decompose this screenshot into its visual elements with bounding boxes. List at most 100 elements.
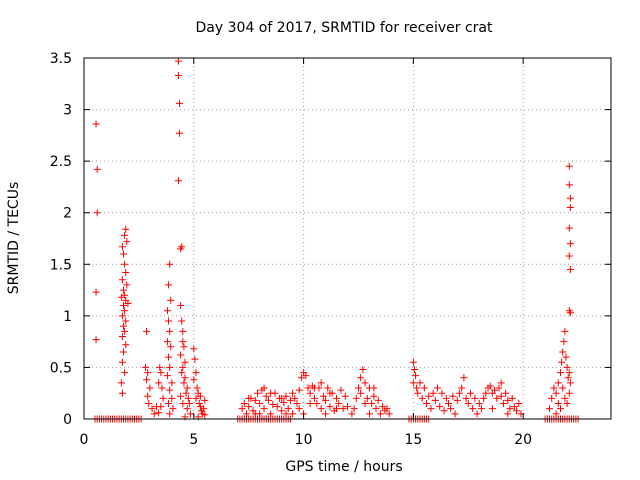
y-tick-label: 3 xyxy=(63,103,72,119)
data-point-marker xyxy=(120,250,128,258)
data-point-marker xyxy=(552,389,560,397)
data-point-marker xyxy=(183,405,191,413)
data-point-marker xyxy=(513,407,521,415)
data-point-marker xyxy=(322,410,330,418)
data-point-marker xyxy=(141,363,149,371)
data-point-marker xyxy=(370,392,378,400)
data-point-marker xyxy=(168,394,176,402)
data-point-marker xyxy=(286,396,294,404)
data-point-marker xyxy=(267,410,275,418)
data-point-marker xyxy=(311,384,319,392)
data-point-marker xyxy=(506,405,514,413)
data-point-marker xyxy=(121,231,129,239)
data-point-marker xyxy=(293,400,301,408)
data-point-marker xyxy=(195,400,203,408)
data-point-marker xyxy=(278,394,286,402)
data-point-marker xyxy=(260,384,268,392)
data-point-marker xyxy=(240,400,248,408)
data-point-marker xyxy=(245,394,253,402)
chart-title: Day 304 of 2017, SRMTID for receiver cra… xyxy=(196,20,493,36)
data-point-marker xyxy=(361,379,369,387)
data-point-marker xyxy=(156,363,164,371)
data-point-marker xyxy=(118,332,126,340)
data-point-marker xyxy=(166,386,174,394)
data-point-marker xyxy=(548,394,556,402)
data-point-marker xyxy=(144,392,152,400)
data-point-marker xyxy=(185,400,193,408)
data-point-marker xyxy=(302,372,310,380)
data-point-marker xyxy=(469,405,477,413)
data-point-marker xyxy=(418,394,426,402)
data-point-marker xyxy=(245,403,253,411)
data-point-marker xyxy=(337,386,345,394)
data-point-marker xyxy=(148,405,156,413)
data-point-marker xyxy=(317,405,325,413)
data-point-marker xyxy=(174,57,182,65)
data-point-marker xyxy=(253,389,261,397)
grid-layer xyxy=(84,58,611,419)
data-point-marker xyxy=(163,372,171,380)
data-point-marker xyxy=(436,403,444,411)
data-point-marker xyxy=(166,410,174,418)
data-point-marker xyxy=(291,394,299,402)
data-point-marker xyxy=(319,392,327,400)
data-point-marker xyxy=(159,394,167,402)
data-point-marker xyxy=(460,374,468,382)
data-point-marker xyxy=(420,384,428,392)
data-point-marker xyxy=(118,243,126,251)
data-point-marker xyxy=(165,317,173,325)
data-point-marker xyxy=(455,389,463,397)
y-axis-label: SRMTID / TECUs xyxy=(6,182,22,295)
data-point-marker xyxy=(497,392,505,400)
data-point-marker xyxy=(256,400,264,408)
data-point-marker xyxy=(306,389,314,397)
data-point-marker xyxy=(554,400,562,408)
data-point-marker xyxy=(177,245,185,253)
data-point-marker xyxy=(284,405,292,413)
data-point-marker xyxy=(165,400,173,408)
data-point-marker xyxy=(120,286,128,294)
data-point-marker xyxy=(335,400,343,408)
data-point-marker xyxy=(163,338,171,346)
data-point-marker xyxy=(251,410,259,418)
data-point-marker xyxy=(451,410,459,418)
data-point-marker xyxy=(92,336,100,344)
data-point-marker xyxy=(482,389,490,397)
data-point-marker xyxy=(565,181,573,189)
data-point-marker xyxy=(440,407,448,415)
data-point-marker xyxy=(464,400,472,408)
data-point-marker xyxy=(352,394,360,402)
data-point-marker xyxy=(409,379,417,387)
data-point-marker xyxy=(120,322,128,330)
data-point-marker xyxy=(273,403,281,411)
data-point-marker xyxy=(179,327,187,335)
data-point-marker xyxy=(143,376,151,384)
ticks-layer: 0 5 10 15 20 0 0.5 1 1.5 2 2.5 3 3.5 xyxy=(50,51,611,448)
data-point-marker xyxy=(167,296,175,304)
data-point-marker xyxy=(561,394,569,402)
y-tick-label: 0 xyxy=(63,412,72,428)
data-point-marker xyxy=(365,410,373,418)
data-point-marker xyxy=(176,99,184,107)
data-point-marker xyxy=(165,353,173,361)
y-tick-label: 1 xyxy=(63,309,72,325)
data-point-marker xyxy=(289,389,297,397)
data-point-marker xyxy=(348,410,356,418)
data-point-marker xyxy=(178,317,186,325)
data-point-marker xyxy=(341,392,349,400)
data-point-marker xyxy=(374,396,382,404)
plot-frame xyxy=(83,57,612,420)
data-point-marker xyxy=(155,379,163,387)
data-point-marker xyxy=(566,265,574,273)
data-point-marker xyxy=(359,365,367,373)
data-point-marker xyxy=(196,392,204,400)
data-point-marker xyxy=(180,379,188,387)
data-point-marker xyxy=(157,369,165,377)
y-tick-label: 3.5 xyxy=(50,51,72,67)
data-point-marker xyxy=(383,405,391,413)
data-point-marker xyxy=(121,307,129,315)
data-point-marker xyxy=(122,317,130,325)
y-tick-label: 2 xyxy=(63,206,72,222)
data-point-marker xyxy=(289,410,297,418)
data-point-marker xyxy=(333,394,341,402)
